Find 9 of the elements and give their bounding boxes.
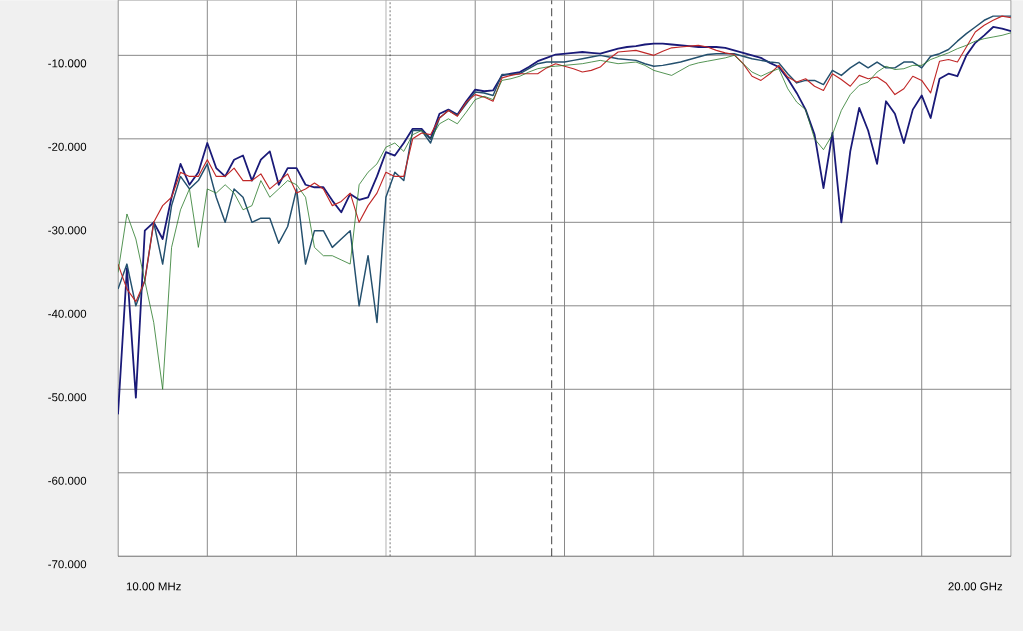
y-tick-label: -10.000 [48, 59, 87, 68]
y-tick-label: -30.000 [48, 226, 87, 235]
x-tick-label: 10.00 MHz [126, 582, 181, 591]
y-tick-label: -50.000 [48, 393, 87, 402]
y-tick-label: -40.000 [48, 309, 87, 318]
x-tick-label: 20.00 GHz [948, 582, 1003, 591]
y-tick-label: -70.000 [48, 560, 87, 569]
y-tick-label: -60.000 [48, 476, 87, 485]
y-tick-label: -20.000 [48, 142, 87, 151]
